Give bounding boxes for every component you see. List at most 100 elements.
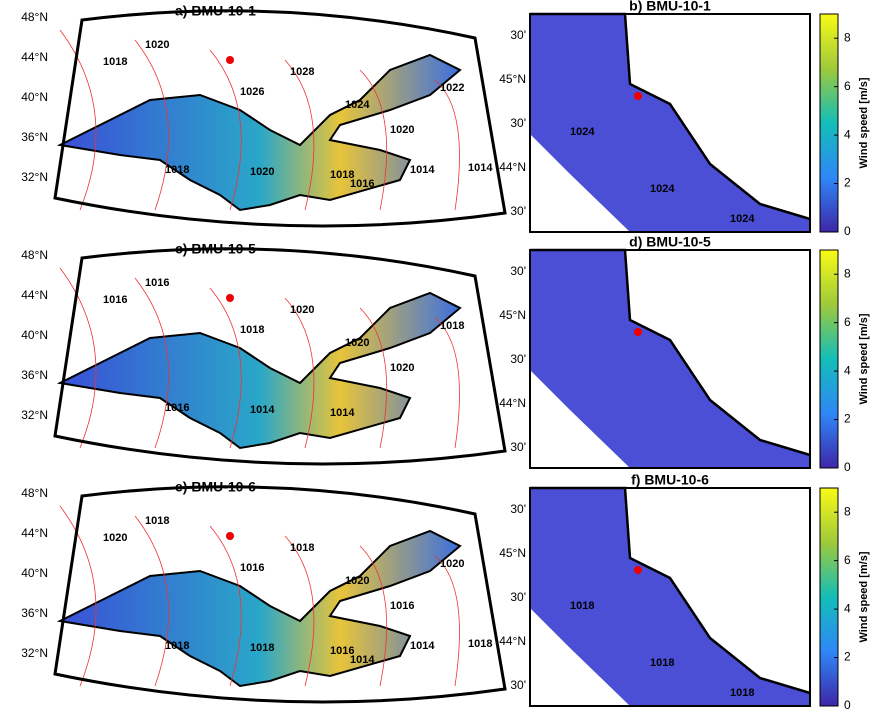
panel-title: c) BMU-10-5 [175, 241, 256, 257]
lat-label: 45°N [499, 308, 526, 322]
lat-label: 48°N [21, 10, 48, 24]
lat-label: 30' [510, 204, 526, 218]
lat-label: 30' [510, 502, 526, 516]
contour-label: 1014 [350, 654, 375, 666]
contour-label: 1018 [240, 324, 264, 336]
map-panel: c) BMU-10-5 48°N 44°N 40°N 36°N 32°N 1016 1016 1… [21, 241, 505, 464]
panel-title: b) BMU-10-1 [629, 0, 711, 14]
colorbar-tick-label: 2 [844, 176, 851, 190]
colorbar-tick-label: 6 [844, 315, 851, 329]
lat-label: 44°N [499, 160, 526, 174]
lat-label: 32°N [21, 170, 48, 184]
colorbar-tick-label: 0 [844, 460, 851, 474]
map-panel: a) BMU-10-148°N44°N40°N36°N32°N101810201… [21, 3, 505, 226]
lat-label: 30' [510, 116, 526, 130]
lat-label: 30' [510, 590, 526, 604]
contour-label: 1018 [468, 638, 492, 650]
colorbar-label: Wind speed [m/s] [858, 551, 870, 642]
sea [530, 250, 810, 468]
contour-label: 1014 [410, 164, 435, 176]
lat-label: 45°N [499, 72, 526, 86]
colorbar-tick-label: 8 [844, 266, 851, 280]
contour-label: 1024 [650, 183, 675, 195]
site-marker [226, 294, 234, 302]
colorbar-tick-label: 4 [844, 601, 851, 615]
lat-label: 30' [510, 28, 526, 42]
colorbar-tick-label: 2 [844, 412, 851, 426]
panel-title: f) BMU-10-6 [631, 472, 709, 488]
lat-label: 32°N [21, 646, 48, 660]
lat-label: 44°N [21, 526, 48, 540]
site-marker [226, 56, 234, 64]
lat-label: 48°N [21, 248, 48, 262]
colorbar-tick-label: 6 [844, 553, 851, 567]
colorbar-tick-label: 2 [844, 650, 851, 664]
colorbar-fill [820, 488, 838, 706]
contour-label: 1024 [570, 126, 595, 138]
colorbar-tick-label: 4 [844, 127, 851, 141]
contour-label: 1020 [290, 304, 314, 316]
lat-label: 40°N [21, 566, 48, 580]
lat-label: 32°N [21, 408, 48, 422]
contour-label: 1018 [570, 600, 594, 612]
colorbar-tick-label: 0 [844, 224, 851, 238]
colorbar-label: Wind speed [m/s] [858, 313, 870, 404]
contour-label: 1020 [390, 362, 414, 374]
contour-label: 1014 [468, 162, 493, 174]
contour-label: 1020 [103, 532, 127, 544]
sea [530, 14, 810, 232]
contour-label: 1016 [145, 277, 169, 289]
lat-label: 30' [510, 264, 526, 278]
contour-label: 1020 [250, 166, 274, 178]
site-marker [634, 328, 642, 336]
site-marker [226, 532, 234, 540]
colorbar: 0 2 4 6 8 Wind speed [m/s] [820, 14, 870, 238]
lat-label: 36°N [21, 130, 48, 144]
contour-label: 1020 [145, 39, 169, 51]
contour-label: 1016 [165, 402, 189, 414]
lat-label: 44°N [499, 634, 526, 648]
contour-label: 1022 [440, 82, 464, 94]
isobar [435, 318, 460, 448]
contour-label: 1014 [330, 407, 355, 419]
contour-label: 1018 [145, 515, 169, 527]
contour-label: 1018 [250, 642, 274, 654]
contour-label: 1018 [290, 542, 314, 554]
contour-label: 1018 [650, 657, 674, 669]
lat-label: 36°N [21, 606, 48, 620]
colorbar-fill [820, 14, 838, 232]
site-marker [634, 566, 642, 574]
colorbar-tick-label: 0 [844, 698, 851, 712]
lat-label: 30' [510, 352, 526, 366]
lat-label: 36°N [21, 368, 48, 382]
colorbar-tick-label: 6 [844, 79, 851, 93]
figure: a) BMU-10-1 48°N 44°N 40°N 36°N 32°N 1018 1020 1… [0, 0, 875, 715]
contour-label: 1016 [240, 562, 264, 574]
contour-label: 1016 [350, 178, 374, 190]
colorbar-label: Wind speed [m/s] [858, 77, 870, 168]
colorbar-tick-label: 4 [844, 363, 851, 377]
lat-label: 30' [510, 440, 526, 454]
contour-label: 1026 [240, 86, 264, 98]
contour-label: 1018 [730, 687, 754, 699]
isobar [435, 80, 460, 210]
panel-title: e) BMU-10-6 [175, 479, 256, 495]
contour-label: 1014 [250, 404, 275, 416]
lat-label: 44°N [21, 50, 48, 64]
lat-label: 40°N [21, 328, 48, 342]
colorbar-tick-label: 8 [844, 30, 851, 44]
contour-label: 1018 [440, 320, 464, 332]
isobar [435, 556, 460, 686]
panel-title: a) BMU-10-1 [175, 3, 256, 19]
sea [530, 488, 810, 706]
site-marker [634, 92, 642, 100]
contour-label: 1016 [103, 294, 127, 306]
lat-label: 30' [510, 678, 526, 692]
contour-label: 1018 [165, 164, 189, 176]
lat-label: 44°N [21, 288, 48, 302]
contour-label: 1018 [165, 640, 189, 652]
map-panel: e) BMU-10-648°N44°N40°N36°N32°N102010181… [21, 479, 505, 702]
contour-label: 1024 [345, 99, 370, 111]
panel-title: d) BMU-10-5 [629, 234, 711, 250]
page: a) BMU-10-1 48°N 44°N 40°N 36°N 32°N 1018 1020 1… [0, 0, 875, 720]
